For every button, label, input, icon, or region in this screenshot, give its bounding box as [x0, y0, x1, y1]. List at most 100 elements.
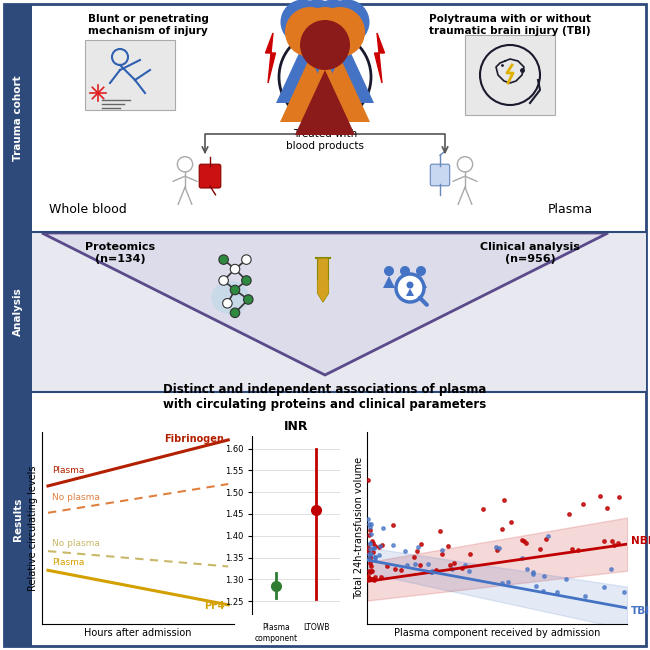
Text: No plasma: No plasma [52, 539, 99, 548]
Point [365, 549, 376, 559]
Point [367, 543, 378, 553]
Circle shape [230, 308, 240, 318]
Point [367, 574, 377, 584]
Circle shape [315, 7, 365, 57]
Point [535, 543, 545, 554]
Text: No plasma: No plasma [52, 493, 99, 502]
Point [448, 558, 459, 568]
Point [364, 567, 374, 578]
Point [494, 543, 504, 553]
Polygon shape [374, 33, 385, 83]
Point [443, 541, 454, 551]
Point [374, 541, 384, 552]
Text: Analysis: Analysis [13, 287, 23, 337]
Point [599, 536, 609, 547]
Circle shape [294, 0, 339, 44]
Point [427, 567, 437, 577]
FancyBboxPatch shape [430, 164, 450, 186]
Circle shape [396, 274, 424, 302]
Point [445, 560, 455, 571]
Text: Polytrauma with or without
traumatic brain injury (TBI): Polytrauma with or without traumatic bra… [429, 14, 591, 36]
Point [376, 540, 387, 550]
Point [614, 492, 625, 502]
Text: Whole blood: Whole blood [49, 203, 127, 216]
Point [521, 564, 532, 574]
Point [367, 536, 377, 546]
Polygon shape [406, 289, 414, 296]
Point [465, 549, 475, 559]
Circle shape [223, 298, 232, 308]
Point [388, 540, 398, 550]
Point [528, 569, 538, 579]
Point [365, 552, 375, 562]
Point [613, 538, 623, 548]
Text: Proteomics
(n=134): Proteomics (n=134) [85, 242, 155, 264]
Polygon shape [415, 276, 427, 288]
Point [499, 495, 509, 505]
Point [364, 553, 374, 564]
Point [369, 575, 379, 586]
Point [561, 574, 571, 584]
Point [365, 553, 375, 564]
Point [369, 551, 380, 562]
Point [367, 547, 378, 557]
Point [541, 534, 551, 544]
Point [527, 567, 538, 577]
Circle shape [219, 276, 228, 285]
Circle shape [311, 0, 356, 44]
Point [365, 522, 375, 532]
Point [606, 564, 616, 575]
Point [609, 540, 619, 551]
Y-axis label: Total 24h-transfusion volume: Total 24h-transfusion volume [354, 457, 365, 599]
Circle shape [400, 266, 410, 276]
Text: TBI: TBI [631, 606, 650, 616]
Polygon shape [295, 57, 355, 122]
Point [400, 546, 410, 556]
Point [517, 553, 527, 564]
Bar [4, 232, 32, 392]
Point [436, 545, 447, 555]
Point [413, 542, 423, 552]
Circle shape [324, 0, 369, 44]
Point [478, 504, 488, 514]
Point [365, 574, 376, 584]
Point [363, 573, 374, 584]
Point [370, 541, 380, 551]
Point [618, 587, 629, 597]
Point [409, 552, 419, 563]
Polygon shape [295, 70, 355, 135]
Point [538, 586, 548, 596]
Bar [32, 232, 646, 392]
Point [365, 538, 375, 549]
Point [573, 545, 583, 556]
Point [416, 539, 426, 549]
Point [521, 538, 532, 548]
Circle shape [285, 7, 335, 57]
Point [365, 558, 375, 568]
Point [410, 559, 420, 569]
Point [387, 519, 398, 530]
Point [606, 536, 617, 547]
Point [363, 529, 374, 539]
Point [369, 573, 379, 584]
Polygon shape [265, 33, 276, 83]
Text: Plasma: Plasma [52, 466, 84, 475]
Point [460, 560, 470, 571]
Point [363, 545, 374, 556]
Bar [4, 392, 32, 646]
Point [456, 562, 467, 573]
Polygon shape [317, 280, 328, 302]
Point [539, 571, 549, 581]
Circle shape [230, 265, 240, 274]
Circle shape [281, 0, 326, 44]
Point [599, 582, 609, 592]
Point [363, 474, 374, 485]
Point [497, 523, 508, 534]
Point [580, 591, 590, 601]
Polygon shape [42, 233, 608, 375]
Point [365, 561, 376, 571]
Polygon shape [306, 44, 360, 103]
Point [370, 552, 380, 562]
Point [367, 566, 377, 577]
Text: PF4: PF4 [204, 601, 224, 610]
